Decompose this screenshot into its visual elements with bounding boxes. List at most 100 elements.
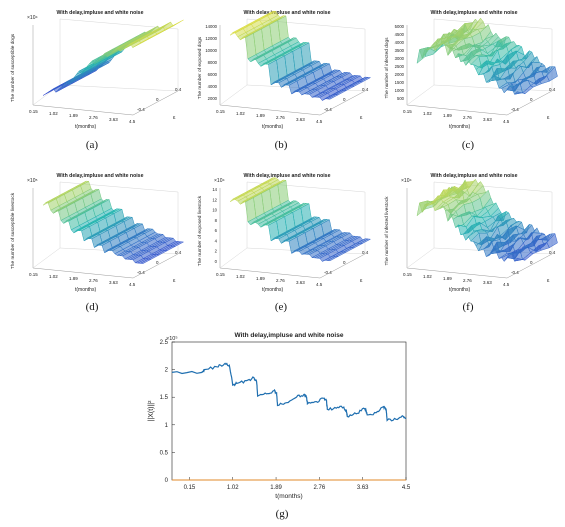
x-tick-label: 0.15 [403, 109, 412, 114]
y-tick-label: 0.5 [160, 450, 169, 456]
x-tick-label: 4.5 [503, 282, 510, 287]
z-tick-label: 4 [215, 238, 218, 243]
z-tick-label: 2000 [395, 72, 405, 77]
axis-exponent: ×10⁴ [27, 15, 38, 21]
z-axis-label: The number of susceptible livestock [10, 192, 16, 269]
x-tick-label: 1.89 [443, 276, 452, 281]
x-tick-label: 2.76 [89, 115, 98, 120]
chart-title: With delay,impluse and white noise [57, 10, 144, 16]
x-axis-line [219, 267, 321, 279]
y-axis-line [506, 253, 553, 279]
caption-f: (f) [462, 301, 474, 313]
x-tick-label: 3.63 [296, 280, 305, 285]
z-axis-label: The number of infected livestock [384, 196, 390, 266]
z-tick-label: 3500 [395, 48, 405, 53]
axes-frame [32, 18, 179, 116]
surface-mesh [416, 178, 558, 262]
axis-exponent: ×10⁵ [27, 178, 38, 184]
z-tick-label: 5000 [395, 24, 405, 29]
panel-c: With delay,impluse and white noise 0.15 1.… [379, 5, 559, 130]
y-axis-line [506, 90, 553, 116]
axis-exponent: ×10⁴ [401, 178, 412, 184]
y-tick-label: 2.5 [160, 340, 169, 346]
z-tick-label: 12000 [205, 36, 217, 41]
z-tick-label: 500 [397, 96, 405, 101]
z-tick-label: 4500 [395, 32, 405, 37]
z-tick-label: 6000 [208, 72, 218, 77]
z-tick-label: 1000 [395, 88, 405, 93]
x-axis-label: t(months) [275, 493, 302, 500]
surface-mesh [416, 17, 558, 95]
panel-a: With delay,impluse and white noise ×10⁴ 0.… [5, 5, 185, 130]
surface-plot-f: With delay,impluse and white noise ×10⁴ 0.… [384, 173, 558, 293]
grid-line [433, 84, 553, 92]
y-axis-label: ε [547, 278, 550, 284]
chart-title: With delay,impluse and white noise [244, 173, 331, 179]
x-tick-label: 4.5 [402, 485, 411, 491]
x-tick-label: 3.63 [483, 117, 492, 122]
x-tick-label: 1.89 [256, 276, 265, 281]
y-tick-label: 2 [165, 368, 169, 374]
y-axis-line [319, 253, 366, 279]
x-tick-label: 1.89 [69, 276, 78, 281]
x-tick-label: 3.63 [357, 485, 369, 491]
x-tick-label: 1.02 [423, 274, 432, 279]
series-line [171, 362, 407, 422]
surface-mesh [229, 177, 372, 262]
surface-cell [140, 36, 152, 44]
x-axis-label: t(months) [449, 124, 470, 130]
z-tick-label: 2 [215, 249, 218, 254]
x-tick-label: 1.89 [270, 485, 282, 491]
x-tick-label: 1.89 [256, 113, 265, 118]
y-axis-label: ε [360, 278, 363, 284]
axes-frame [406, 18, 553, 116]
x-axis-label: t(months) [449, 287, 470, 293]
z-axis-label: The number of susceptible dogs [10, 33, 16, 102]
x-tick-label: 3.63 [296, 117, 305, 122]
surface-mesh [42, 180, 185, 264]
z-tick-label: 14000 [205, 24, 217, 29]
y-tick-label: 0.4 [362, 250, 369, 255]
surface-plot-b: With delay,impluse and white noise 0.15 1.… [197, 10, 372, 130]
surface-plot-a: With delay,impluse and white noise ×10⁴ 0.… [10, 10, 184, 130]
x-tick-label: 4.5 [316, 119, 323, 124]
z-tick-label: 8000 [208, 60, 218, 65]
plot-frame [171, 341, 407, 481]
grid-line [59, 84, 179, 92]
panel-g: With delay,impluse and white noise ×10⁵ 0 0… [140, 325, 420, 503]
y-axis-line [319, 90, 366, 116]
x-tick-label: 0.15 [216, 109, 225, 114]
x-tick-label: 1.89 [69, 113, 78, 118]
y-tick-label: -0.4 [137, 107, 145, 112]
z-tick-label: 1500 [395, 80, 405, 85]
y-axis-label: ||X(t)||² [148, 400, 155, 422]
x-tick-label: 2.76 [89, 278, 98, 283]
x-axis-line [32, 267, 134, 279]
caption-e: (e) [274, 301, 288, 313]
grid-line [406, 84, 435, 106]
y-tick-label: 0.4 [175, 250, 182, 255]
x-axis-label: t(months) [262, 124, 283, 130]
z-tick-label: 2500 [395, 64, 405, 69]
y-axis-label: ε [173, 115, 176, 121]
panel-e: With delay,impluse and white noise ×10⁴ 0.… [192, 168, 372, 293]
x-axis-line [32, 104, 134, 116]
z-tick-label: 4000 [395, 40, 405, 45]
y-tick-label: 0 [165, 478, 169, 484]
x-tick-label: 3.63 [483, 280, 492, 285]
grid-line [433, 181, 553, 193]
z-tick-label: 2000 [208, 96, 218, 101]
caption-b: (b) [274, 139, 288, 151]
y-tick-label: 0 [530, 260, 533, 265]
x-axis-label: t(months) [262, 287, 283, 293]
grid-line [433, 18, 553, 30]
x-axis-line [219, 104, 321, 116]
y-tick-label: 1 [165, 423, 169, 429]
caption-a: (a) [85, 139, 99, 151]
z-tick-label: 10 [212, 208, 217, 213]
y-tick-label: -0.4 [324, 107, 332, 112]
surface-cell [513, 257, 526, 262]
z-tick-label: 8 [215, 218, 218, 223]
y-axis-line [132, 253, 179, 279]
surface-cell [326, 255, 339, 262]
